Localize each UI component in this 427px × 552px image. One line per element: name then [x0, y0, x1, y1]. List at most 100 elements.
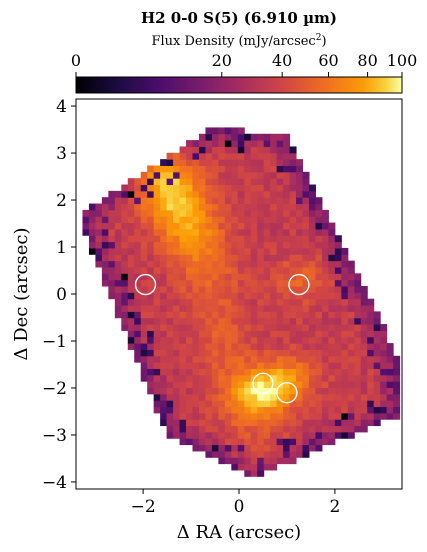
heatmap-pixel [237, 127, 245, 135]
heatmap-pixel [192, 317, 200, 325]
heatmap-pixel [160, 235, 168, 243]
heatmap-pixel [244, 159, 252, 166]
heatmap-pixel [373, 330, 381, 338]
heatmap-pixel [173, 425, 181, 433]
heatmap-pixel [386, 374, 394, 382]
heatmap-pixel [224, 343, 232, 350]
heatmap-pixel [321, 209, 329, 217]
heatmap-pixel [237, 419, 245, 427]
heatmap-pixel [270, 197, 278, 205]
heatmap-pixel [386, 393, 394, 401]
heatmap-pixel [244, 457, 252, 465]
heatmap-pixel [224, 393, 232, 401]
heatmap-pixel [347, 374, 355, 382]
heatmap-pixel [121, 190, 129, 198]
heatmap-pixel [179, 438, 187, 446]
heatmap-pixel [360, 292, 368, 300]
heatmap-pixel [211, 159, 219, 166]
heatmap-pixel [380, 368, 388, 376]
heatmap-pixel [283, 457, 291, 465]
heatmap-pixel [283, 241, 291, 249]
heatmap-pixel [108, 273, 116, 281]
heatmap-pixel [354, 368, 362, 376]
heatmap-pixel [211, 165, 219, 173]
heatmap-pixel [308, 286, 316, 293]
heatmap-pixel [121, 298, 129, 306]
heatmap-pixel [257, 140, 265, 147]
heatmap-pixel [218, 425, 226, 433]
chart-title: H2 0-0 S(5) (6.910 µm) [141, 9, 337, 27]
heatmap-pixel [244, 222, 252, 230]
heatmap-pixel [341, 412, 349, 420]
heatmap-pixel [308, 228, 316, 236]
heatmap-pixel [315, 273, 323, 281]
heatmap-pixel [334, 406, 342, 414]
heatmap-pixel [308, 209, 316, 217]
heatmap-pixel [218, 412, 226, 420]
heatmap-pixel [237, 235, 245, 243]
heatmap-pixel [231, 171, 239, 179]
heatmap-pixel [250, 368, 258, 376]
heatmap-pixel [166, 235, 174, 243]
heatmap-pixel [186, 159, 193, 166]
heatmap-pixel [153, 190, 161, 198]
heatmap-pixel [160, 165, 168, 173]
x-tick-label: 0 [234, 497, 245, 517]
heatmap-pixel [367, 343, 375, 350]
heatmap-pixel [121, 184, 129, 192]
heatmap-pixel [276, 178, 284, 186]
heatmap-pixel [192, 387, 200, 395]
heatmap-pixel [283, 216, 291, 224]
heatmap-pixel [224, 419, 232, 427]
heatmap-pixel [276, 368, 284, 376]
heatmap-pixel [173, 235, 181, 243]
heatmap-pixel [270, 330, 278, 338]
heatmap-pixel [160, 273, 168, 281]
heatmap-pixel [283, 247, 291, 255]
heatmap-pixel [393, 400, 401, 408]
heatmap-pixel [166, 190, 174, 198]
heatmap-pixel [315, 349, 323, 357]
heatmap-pixel [205, 324, 213, 331]
heatmap-pixel [237, 190, 245, 198]
heatmap-pixel [211, 362, 219, 369]
heatmap-pixel [173, 260, 181, 268]
heatmap-pixel [205, 374, 213, 382]
heatmap-pixel [179, 203, 187, 211]
heatmap-pixel [108, 286, 116, 293]
heatmap-pixel [140, 247, 148, 255]
heatmap-pixel [380, 330, 388, 338]
heatmap-pixel [211, 197, 219, 205]
heatmap-pixel [173, 419, 181, 427]
heatmap-pixel [302, 412, 310, 420]
heatmap-pixel [205, 419, 213, 427]
heatmap-pixel [192, 159, 200, 166]
heatmap-pixel [140, 216, 148, 224]
heatmap-pixel [250, 305, 258, 312]
heatmap-pixel [153, 374, 161, 382]
heatmap-pixel [244, 254, 252, 262]
heatmap-pixel [186, 381, 193, 389]
heatmap-pixel [283, 228, 291, 236]
heatmap-pixel [263, 140, 271, 147]
heatmap-pixel [308, 311, 316, 319]
heatmap-pixel [205, 444, 213, 452]
heatmap-pixel [192, 228, 200, 236]
heatmap-pixel [321, 412, 329, 420]
heatmap-pixel [334, 311, 342, 319]
heatmap-pixel [257, 222, 265, 230]
heatmap-pixel [134, 241, 142, 249]
heatmap-pixel [237, 324, 245, 331]
heatmap-pixel [257, 400, 265, 408]
heatmap-pixel [218, 165, 226, 173]
heatmap-pixel [244, 146, 252, 154]
heatmap-pixel [367, 311, 375, 319]
heatmap-pixel [179, 412, 187, 420]
heatmap-pixel [237, 203, 245, 211]
heatmap-pixel [334, 266, 342, 274]
heatmap-pixel [380, 355, 388, 363]
heatmap-pixel [270, 222, 278, 230]
heatmap-pixel [257, 355, 265, 363]
heatmap-pixel [328, 273, 336, 281]
